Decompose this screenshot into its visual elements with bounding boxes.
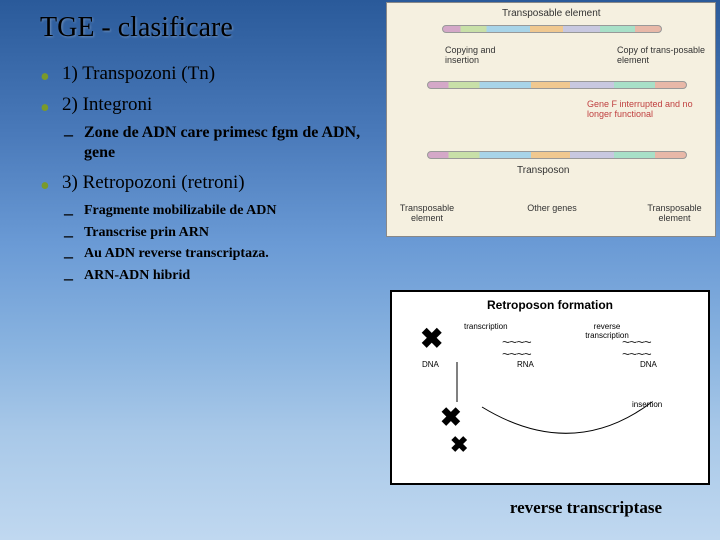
bullet-retro-sub4: ARN-ADN hibrid	[40, 267, 380, 285]
label-dna1: DNA	[422, 360, 439, 369]
label-other: Other genes	[527, 203, 577, 213]
diagram2-title: Retroposon formation	[392, 298, 708, 312]
bullet-integroni-sub1: Zone de ADN care primesc fgm de ADN, gen…	[40, 123, 380, 163]
bullet-transpozoni: 1) Transpozoni (Tn)	[40, 62, 380, 87]
label-copyof: Copy of trans-posable element	[617, 45, 707, 65]
caption-reverse-transcriptase: reverse transcriptase	[510, 498, 662, 518]
diagram-retroposon-formation: Retroposon formation ✖ transcription rev…	[390, 290, 710, 485]
diagram-transposable-element: Transposable element Copying and inserti…	[386, 2, 716, 237]
bullet-retro-sub2: Transcrise prin ARN	[40, 224, 380, 242]
arrow-curves	[452, 352, 692, 472]
label-transcription: transcription	[464, 322, 508, 331]
label-transposable-element: Transposable element	[502, 8, 601, 19]
chromosome-1: ✖	[420, 322, 443, 355]
label-te-right: Transposable element	[637, 203, 712, 223]
strand-2	[427, 81, 687, 89]
bullet-retro-sub1: Fragmente mobilizabile de ADN	[40, 202, 380, 220]
bullet-retro-sub3: Au ADN reverse transcriptaza.	[40, 245, 380, 263]
bullet-integroni: 2) Integroni	[40, 93, 380, 118]
label-genef: Gene F interrupted and no longer functio…	[587, 99, 707, 119]
rna-wave-1	[502, 334, 531, 340]
label-te-left: Transposable element	[392, 203, 462, 223]
bullet-retropozoni: 3) Retropozoni (retroni)	[40, 171, 380, 196]
slide-container: TGE - clasificare 1) Transpozoni (Tn) 2)…	[0, 0, 720, 540]
strand-1	[442, 25, 662, 33]
label-reverse: reverse transcription	[582, 322, 632, 340]
label-transposon: Transposon	[517, 165, 569, 176]
label-copying: Copying and insertion	[445, 45, 515, 65]
content-list: 1) Transpozoni (Tn) 2) Integroni Zone de…	[40, 62, 380, 284]
strand-3	[427, 151, 687, 159]
